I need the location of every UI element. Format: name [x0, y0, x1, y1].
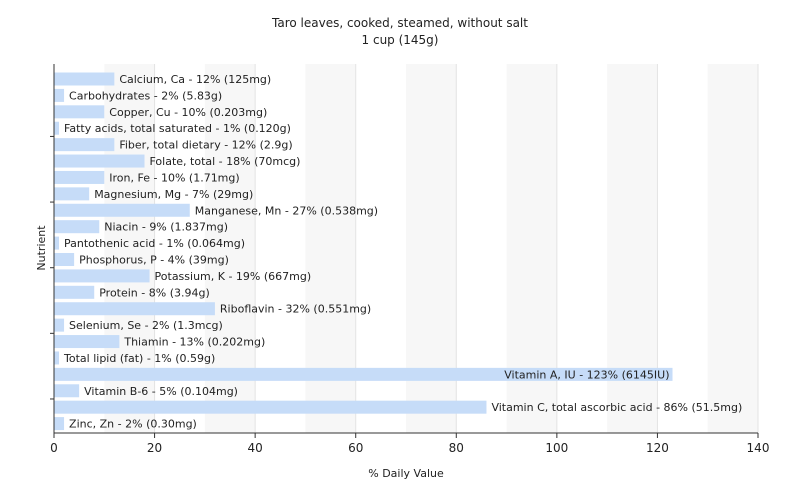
bar-label: Pantothenic acid - 1% (0.064mg)	[64, 237, 245, 250]
bar-label: Potassium, K - 19% (667mg)	[155, 270, 312, 283]
bar-label: Phosphorus, P - 4% (39mg)	[79, 254, 229, 267]
bar-label: Thiamin - 13% (0.202mg)	[123, 336, 265, 349]
bar-label: Fatty acids, total saturated - 1% (0.120…	[64, 122, 291, 135]
bar	[54, 285, 95, 299]
x-tick-label: 40	[248, 441, 263, 455]
bar	[54, 253, 75, 266]
bar	[54, 220, 100, 234]
bar	[54, 88, 65, 102]
x-tick-label: 120	[646, 441, 669, 455]
bar	[54, 121, 60, 135]
x-axis-title: % Daily Value	[368, 467, 444, 480]
bar-label: Niacin - 9% (1.837mg)	[104, 221, 228, 234]
y-axis-title: Nutrient	[35, 225, 48, 271]
x-tick-label: 100	[545, 441, 568, 455]
bar-label: Riboflavin - 32% (0.551mg)	[220, 303, 371, 316]
bar	[54, 302, 215, 316]
bar	[54, 384, 80, 398]
bar	[54, 203, 190, 217]
bar-label: Fiber, total dietary - 12% (2.9g)	[119, 139, 292, 152]
bar	[54, 154, 145, 168]
bars: Calcium, Ca - 12% (125mg) Carbohydrates -…	[54, 72, 742, 431]
bar-label: Total lipid (fat) - 1% (0.59g)	[63, 352, 215, 365]
axes	[50, 64, 758, 434]
bar	[54, 105, 105, 119]
x-tick-label: 20	[147, 441, 162, 455]
bar-label: Protein - 8% (3.94g)	[99, 286, 210, 299]
chart-title: Taro leaves, cooked, steamed, without sa…	[271, 16, 528, 30]
bar-label: Vitamin B-6 - 5% (0.104mg)	[84, 385, 238, 398]
bar	[54, 269, 150, 283]
grid-band	[707, 64, 758, 433]
bar-label: Carbohydrates - 2% (5.83g)	[69, 89, 222, 102]
bar-label: Magnesium, Mg - 7% (29mg)	[94, 188, 253, 201]
bar	[54, 72, 115, 86]
bar	[54, 318, 65, 332]
x-tick-label: 80	[449, 441, 464, 455]
bar	[54, 236, 60, 250]
bar	[54, 351, 60, 365]
bar-label: Calcium, Ca - 12% (125mg)	[119, 73, 271, 86]
bar-label: Vitamin C, total ascorbic acid - 86% (51…	[491, 401, 742, 414]
bar	[54, 335, 120, 349]
bar-label: Manganese, Mn - 27% (0.538mg)	[195, 204, 378, 217]
bar	[54, 400, 487, 414]
x-tick-label: 0	[50, 441, 58, 455]
bar	[54, 187, 90, 201]
bar	[54, 138, 115, 152]
bar	[54, 170, 105, 184]
bar-label: Folate, total - 18% (70mcg)	[150, 155, 301, 168]
bar-label: Vitamin A, IU - 123% (6145IU)	[504, 368, 669, 381]
bar-label: Iron, Fe - 10% (1.71mg)	[109, 171, 239, 184]
bar-label: Copper, Cu - 10% (0.203mg)	[109, 106, 267, 119]
x-tick-label: 140	[747, 441, 770, 455]
chart-subtitle: 1 cup (145g)	[362, 33, 439, 47]
x-tick-label: 60	[348, 441, 363, 455]
bar	[54, 367, 673, 381]
bar	[54, 417, 65, 431]
bar-label: Selenium, Se - 2% (1.3mcg)	[69, 319, 223, 332]
bar-label: Zinc, Zn - 2% (0.30mg)	[69, 418, 197, 431]
x-axis-ticks: 0 20 40 60 80 100 120 140	[50, 433, 769, 455]
